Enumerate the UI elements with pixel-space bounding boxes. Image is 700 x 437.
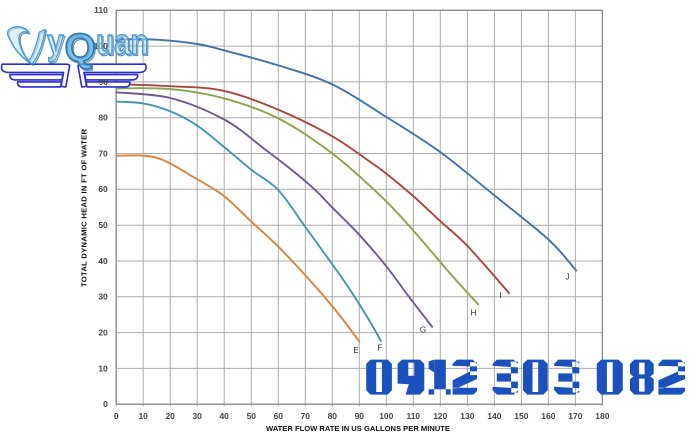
svg-text:50: 50 [247, 411, 257, 421]
svg-text:40: 40 [98, 256, 108, 266]
svg-text:180: 180 [595, 411, 609, 421]
svg-text:Q: Q [66, 27, 97, 71]
svg-text:20: 20 [165, 411, 175, 421]
svg-text:G: G [420, 326, 426, 335]
svg-text:20: 20 [98, 328, 108, 338]
svg-text:60: 60 [274, 411, 284, 421]
svg-text:160: 160 [541, 411, 555, 421]
svg-text:50: 50 [98, 220, 108, 230]
svg-text:70: 70 [301, 411, 311, 421]
svg-text:TOTAL DYNAMIC HEAD IN FT OF WA: TOTAL DYNAMIC HEAD IN FT OF WATER [80, 128, 89, 287]
svg-text:I: I [499, 291, 501, 300]
svg-text:60: 60 [98, 184, 108, 194]
svg-text:F: F [378, 344, 383, 353]
svg-text:uan: uan [96, 21, 148, 61]
svg-text:0: 0 [103, 399, 108, 409]
svg-text:Q: Q [65, 26, 96, 70]
svg-text:J: J [566, 273, 570, 282]
svg-text:H: H [471, 309, 477, 318]
svg-text:WATER FLOW RATE IN US GALLONS: WATER FLOW RATE IN US GALLONS PER MINUTE [266, 424, 450, 433]
svg-text:140: 140 [487, 411, 501, 421]
svg-text:80: 80 [328, 411, 338, 421]
svg-text:170: 170 [568, 411, 582, 421]
svg-text:10: 10 [138, 411, 148, 421]
svg-text:80: 80 [98, 113, 108, 123]
svg-text:70: 70 [98, 148, 108, 158]
svg-text:90: 90 [355, 411, 365, 421]
svg-text:110: 110 [406, 411, 420, 421]
svg-text:100: 100 [94, 41, 108, 51]
svg-text:30: 30 [192, 411, 202, 421]
svg-text:y: y [48, 24, 65, 64]
svg-text:130: 130 [460, 411, 474, 421]
svg-text:30: 30 [98, 292, 108, 302]
svg-text:10: 10 [98, 363, 108, 373]
svg-text:uan: uan [97, 23, 149, 63]
svg-text:150: 150 [514, 411, 528, 421]
svg-text:120: 120 [433, 411, 447, 421]
svg-text:40: 40 [219, 411, 229, 421]
svg-text:0: 0 [114, 411, 119, 421]
svg-text:90: 90 [99, 78, 108, 87]
svg-text:E: E [353, 346, 358, 355]
svg-text:100: 100 [379, 411, 393, 421]
svg-text:110: 110 [94, 5, 108, 15]
svg-text:y: y [47, 23, 64, 63]
